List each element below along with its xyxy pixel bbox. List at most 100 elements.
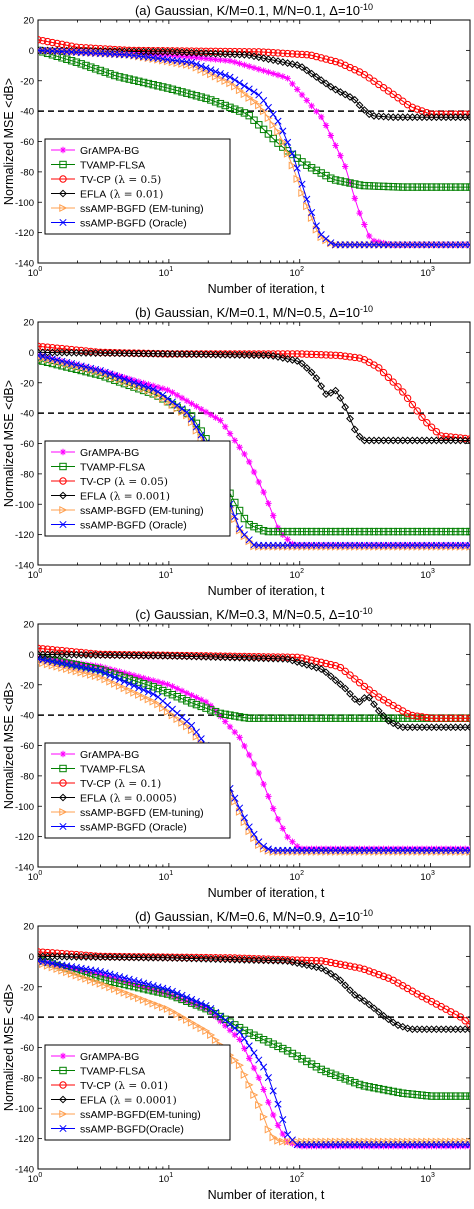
data-point: [58, 663, 67, 672]
data-point: [317, 351, 325, 359]
data-point: [222, 1022, 229, 1029]
x-axis-label: Number of iteration, t: [208, 886, 325, 900]
data-point: [72, 667, 81, 676]
data-point: [173, 693, 181, 701]
data-point: [365, 182, 373, 190]
series-ssamp_oracle: [38, 655, 470, 854]
chart-title-exponent: -10: [360, 2, 373, 12]
data-point: [423, 527, 431, 536]
data-point: [68, 965, 75, 972]
data-point: [355, 994, 364, 1002]
data-point: [197, 735, 205, 743]
data-point: [408, 183, 417, 191]
legend-lambda: (λ = 0.05): [111, 476, 168, 488]
data-point: [317, 957, 325, 965]
legend-box: [44, 742, 231, 839]
data-point: [231, 797, 240, 806]
data-point: [279, 1116, 287, 1124]
data-point: [77, 969, 85, 977]
legend-lambda: (λ = 0.001): [106, 490, 170, 502]
data-point: [245, 1080, 254, 1089]
y-tick-label: -80: [20, 1073, 34, 1084]
data-point: [106, 70, 114, 78]
data-point: [461, 527, 469, 536]
data-point: [312, 222, 320, 230]
data-point: [374, 112, 383, 121]
data-point: [351, 963, 359, 971]
data-point: [63, 964, 70, 971]
data-point: [375, 1143, 382, 1150]
data-point: [356, 209, 363, 217]
data-point: [96, 979, 105, 988]
data-point: [192, 700, 201, 709]
data-point: [456, 527, 465, 536]
data-point: [130, 953, 138, 961]
data-point: [226, 103, 234, 112]
data-point: [298, 960, 306, 969]
data-point: [39, 948, 47, 956]
data-point: [355, 432, 364, 441]
data-point: [370, 1004, 378, 1013]
data-point: [187, 90, 196, 99]
data-point: [77, 648, 85, 657]
data-point: [207, 66, 215, 74]
y-axis-label: Normalized MSE <dB>: [2, 78, 16, 205]
data-point: [350, 425, 359, 434]
data-point: [235, 807, 244, 816]
data-point: [288, 149, 296, 158]
data-point: [404, 845, 411, 852]
y-tick-label: -40: [20, 711, 34, 722]
data-point: [365, 527, 373, 536]
x-tick-exponent: 3: [431, 568, 435, 575]
series-line: [38, 647, 470, 719]
data-point: [72, 967, 81, 976]
data-point: [250, 52, 258, 61]
data-point: [125, 377, 133, 385]
data-point: [288, 958, 297, 966]
data-point: [423, 109, 431, 117]
data-point: [187, 726, 196, 735]
data-point: [193, 694, 200, 701]
data-point: [379, 1011, 388, 1020]
chart-title: (c) Gaussian, K/M=0.3, M/N=0.5, Δ=10-10: [135, 606, 372, 622]
data-point: [149, 697, 158, 706]
legend-swatch-marker: [59, 448, 67, 456]
x-tick-label: 103: [420, 870, 435, 883]
data-point: [269, 352, 278, 360]
data-point: [399, 97, 407, 105]
data-point: [312, 527, 321, 536]
x-tick-exponent: 0: [38, 1172, 42, 1179]
legend-swatch-marker: [59, 462, 67, 471]
data-point: [332, 845, 339, 852]
data-point: [312, 73, 321, 81]
data-point: [432, 183, 441, 191]
data-point: [346, 179, 354, 187]
data-point: [178, 48, 186, 57]
data-point: [375, 182, 383, 190]
data-point: [336, 960, 345, 969]
data-point: [260, 67, 267, 74]
data-point: [336, 351, 345, 360]
data-point: [403, 183, 412, 191]
data-point: [250, 468, 258, 476]
data-point: [327, 132, 334, 139]
data-point: [139, 693, 148, 702]
data-point: [399, 1089, 407, 1097]
data-point: [222, 57, 229, 64]
legend-swatch-marker: [59, 218, 67, 227]
data-point: [250, 1090, 259, 1099]
data-point: [58, 966, 67, 975]
data-point: [149, 982, 157, 990]
legend-swatch-marker: [59, 807, 68, 817]
data-point: [39, 343, 47, 351]
legend-label: TVAMP-FLSA: [80, 1065, 145, 1077]
data-point: [308, 208, 316, 217]
data-point: [111, 371, 118, 378]
data-point: [341, 667, 349, 676]
data-point: [336, 177, 345, 185]
data-point: [438, 845, 445, 852]
data-point: [274, 117, 282, 125]
y-tick-label: 0: [29, 46, 34, 57]
legend-swatch-marker: [59, 764, 67, 773]
data-point: [255, 1033, 263, 1042]
